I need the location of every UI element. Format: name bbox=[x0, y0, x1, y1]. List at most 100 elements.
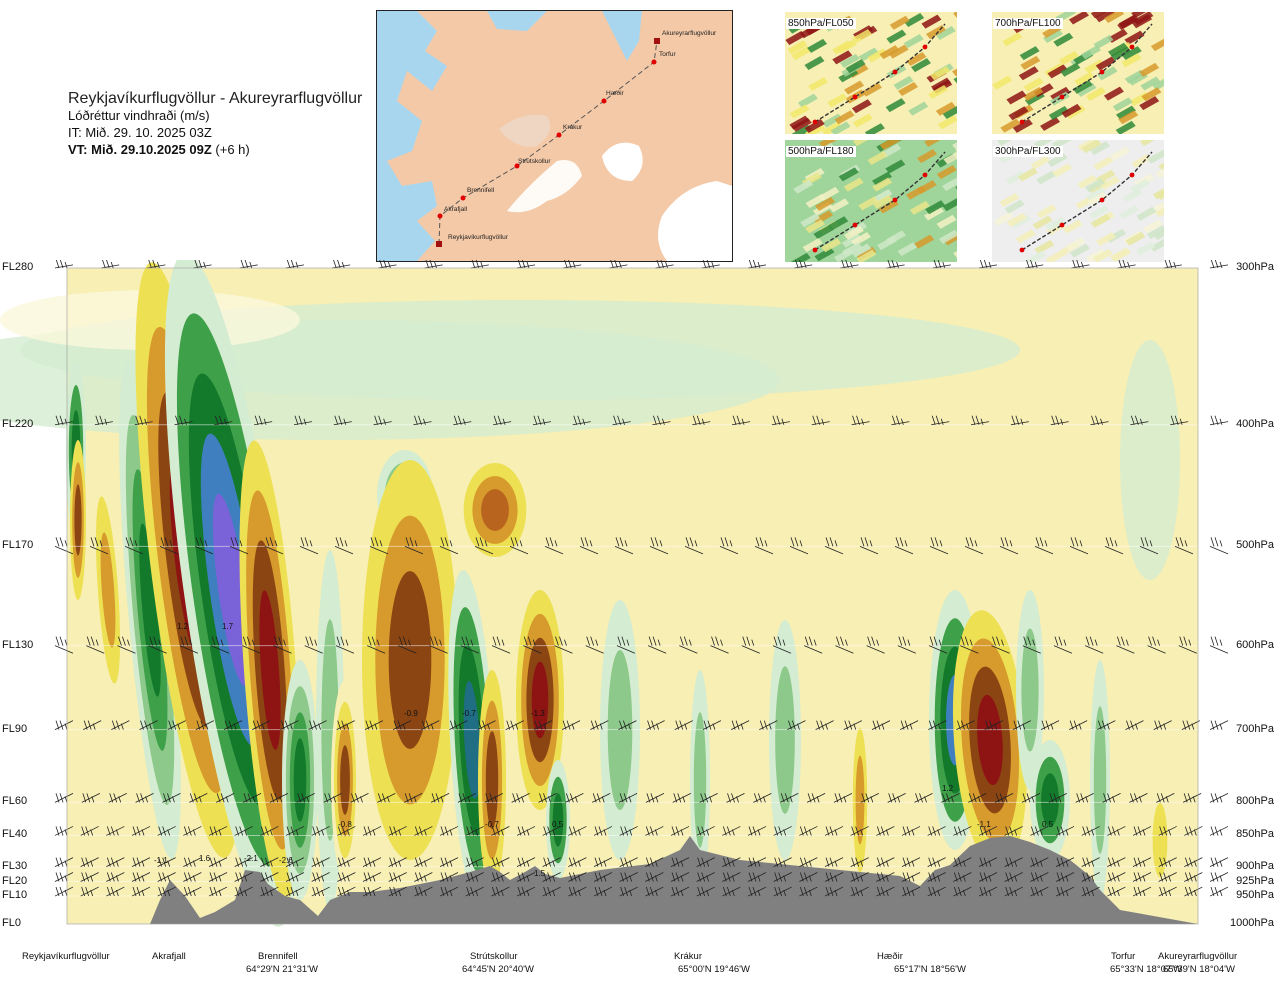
wind-barb bbox=[162, 793, 181, 803]
wind-barb bbox=[999, 537, 1019, 555]
wind-barb bbox=[189, 793, 208, 803]
wind-barb bbox=[1147, 636, 1166, 654]
mini-map-point bbox=[852, 222, 858, 228]
wind-barb bbox=[234, 886, 253, 897]
wind-barb bbox=[106, 857, 125, 867]
wind-barb bbox=[477, 720, 496, 731]
wind-barb bbox=[804, 636, 823, 654]
value-label: 0.5 bbox=[1042, 820, 1054, 829]
y-axis-label-hpa: 300hPa bbox=[1236, 261, 1274, 273]
y-axis-label-hpa: 500hPa bbox=[1236, 539, 1274, 552]
wind-barb bbox=[1050, 415, 1069, 426]
wind-barb bbox=[516, 857, 536, 867]
wind-barb bbox=[722, 826, 741, 836]
wind-barb-row bbox=[54, 826, 1229, 836]
wind-barb bbox=[193, 258, 212, 269]
wind-barb bbox=[1182, 793, 1202, 803]
wind-barb bbox=[124, 537, 144, 555]
wind-barb bbox=[1129, 793, 1148, 803]
wind-barb bbox=[824, 537, 844, 555]
wind-barb bbox=[542, 826, 561, 836]
wind-barb bbox=[726, 793, 745, 803]
wind-barb bbox=[780, 793, 799, 803]
wind-barb bbox=[147, 258, 166, 269]
wind-barb bbox=[465, 886, 484, 897]
wind-barb bbox=[572, 415, 591, 426]
wind-barb bbox=[1081, 826, 1100, 836]
wind-barb bbox=[593, 857, 613, 867]
wind-barb bbox=[388, 826, 407, 836]
wind-barb bbox=[538, 793, 557, 803]
wind-barb bbox=[645, 857, 664, 867]
wind-barb bbox=[1209, 886, 1229, 897]
wind-barb bbox=[364, 720, 384, 731]
wind-barb bbox=[311, 857, 330, 867]
wind-barb bbox=[701, 258, 720, 269]
wind-barb bbox=[1030, 872, 1049, 882]
mini-map-0: 850hPa/FL050 bbox=[785, 12, 957, 134]
wind-barb bbox=[941, 793, 960, 803]
wind-barb bbox=[968, 793, 987, 803]
wind-barb bbox=[367, 636, 386, 654]
wind-barb bbox=[183, 872, 202, 882]
wind-barb bbox=[1125, 720, 1144, 731]
route-point bbox=[514, 163, 520, 169]
wind-barb bbox=[134, 415, 153, 426]
wind-barb bbox=[242, 636, 261, 654]
y-axis-label-hpa: 700hPa bbox=[1236, 722, 1274, 735]
wind-barb bbox=[753, 793, 772, 803]
wind-barb bbox=[978, 872, 998, 882]
x-location-coord: 64°45'N 20°40'W bbox=[462, 964, 534, 975]
wind-barb bbox=[1132, 857, 1152, 867]
wind-barb bbox=[1139, 537, 1159, 555]
x-location-name: Akureyrarflugvöllur bbox=[1158, 951, 1238, 962]
wind-barb bbox=[285, 826, 305, 836]
route-station-label: Hæðir bbox=[606, 89, 625, 97]
value-label: -0.7 bbox=[485, 820, 499, 829]
route-station-label: Akrafjall bbox=[444, 206, 468, 213]
mini-map-graphic bbox=[785, 12, 957, 134]
wind-barb bbox=[1081, 872, 1100, 882]
wind-barb bbox=[311, 826, 330, 836]
wind-barb-row bbox=[54, 258, 1229, 269]
x-location-name: Brennifell bbox=[258, 951, 298, 962]
mini-map-3: 300hPa/FL300 bbox=[992, 140, 1164, 262]
wind-barb bbox=[285, 886, 305, 897]
wind-barb bbox=[696, 826, 715, 836]
wind-barb bbox=[516, 258, 536, 269]
wind-barb bbox=[131, 872, 151, 882]
wind-barb bbox=[333, 415, 352, 426]
wind-barb bbox=[618, 793, 638, 803]
wind-barb bbox=[465, 857, 484, 867]
glacier-langjokull bbox=[507, 160, 582, 213]
wind-barb bbox=[645, 826, 664, 836]
wind-barb bbox=[619, 886, 638, 897]
wind-barb bbox=[759, 720, 778, 731]
wind-barb bbox=[414, 857, 433, 867]
wind-barb bbox=[337, 826, 356, 836]
wind-barb bbox=[1116, 636, 1135, 654]
wind-barb bbox=[183, 886, 202, 897]
wind-barb bbox=[592, 793, 611, 803]
value-label: 1.7 bbox=[222, 622, 234, 631]
wind-barb bbox=[824, 826, 844, 836]
sea-north-1 bbox=[487, 11, 547, 31]
y-axis-label-fl: FL0 bbox=[2, 917, 21, 929]
wind-barb bbox=[80, 872, 99, 882]
valid-time-value: VT: Mið. 29.10.2025 09Z bbox=[68, 142, 212, 157]
route-endpoint bbox=[436, 241, 442, 247]
wind-barb bbox=[927, 886, 946, 897]
wind-barb bbox=[554, 636, 573, 654]
wind-barb bbox=[239, 258, 258, 269]
wind-barb bbox=[174, 415, 193, 426]
mini-map-point bbox=[1099, 69, 1105, 75]
wind-barb bbox=[157, 857, 176, 867]
value-label: -1.1 bbox=[977, 820, 991, 829]
wind-barb bbox=[223, 720, 243, 731]
route-point bbox=[437, 213, 443, 219]
wind-barb bbox=[1081, 886, 1100, 897]
wind-barb bbox=[373, 415, 392, 426]
wind-barb bbox=[741, 636, 760, 654]
wind-barb bbox=[493, 415, 512, 426]
velocity-contour bbox=[481, 489, 509, 531]
